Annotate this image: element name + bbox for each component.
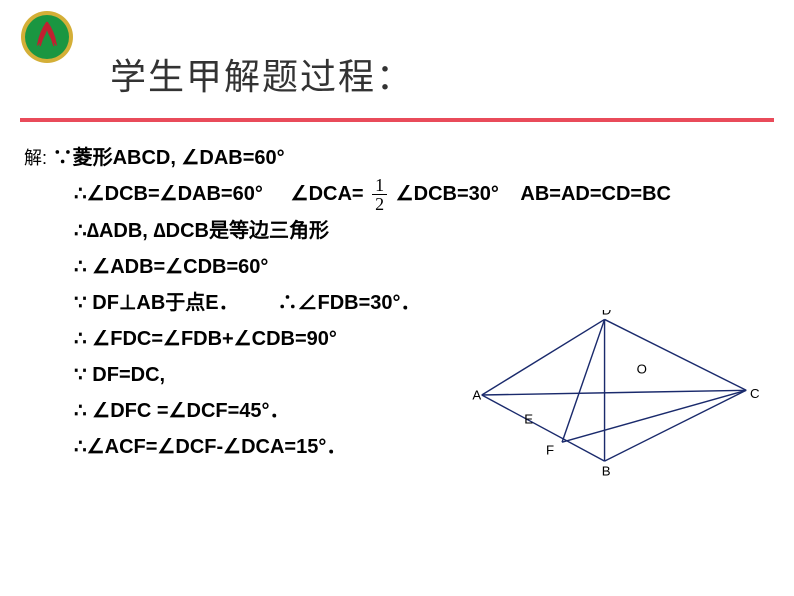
slide-title: 学生甲解题过程：: [110, 48, 414, 100]
line-text: ∆ADB, ∆DCB是等边三角形: [87, 220, 329, 242]
line-prefix: ∴: [74, 220, 87, 242]
svg-text:B: B: [602, 463, 611, 478]
fraction: 1 2: [372, 176, 387, 213]
svg-text:E: E: [524, 411, 533, 426]
school-logo: [20, 10, 74, 64]
line-text: 菱形ABCD, ∠DAB=60°: [73, 147, 285, 169]
geometry-diagram: A B C D O E F: [464, 310, 764, 480]
line-text: ∠DFC =∠DCF=45°．: [92, 400, 289, 422]
line-text: DF⊥AB于点E．: [92, 292, 238, 314]
line-text: ∠DCA=: [291, 183, 364, 205]
line-prefix: ∵: [74, 364, 87, 386]
line-prefix: ∴: [74, 256, 87, 278]
solution-label: 解:: [24, 148, 47, 168]
svg-text:C: C: [750, 386, 760, 401]
line-text: AB=AD=CD=BC: [520, 183, 671, 205]
line-prefix: ∵: [74, 292, 87, 314]
line-text: ∠ADB=∠CDB=60°: [92, 256, 268, 278]
line-prefix: ∴: [74, 328, 87, 350]
line-text: ∠FDC=∠FDB+∠CDB=90°: [92, 328, 337, 350]
line-prefix: ∴: [74, 400, 87, 422]
line-prefix: ∴: [74, 436, 87, 458]
line-text: ∠DCB=30°: [396, 183, 499, 205]
svg-text:O: O: [637, 361, 647, 376]
line-text: ∠ACF=∠DCF-∠DCA=15°．: [87, 436, 347, 458]
line-text: DF=DC,: [92, 364, 165, 386]
title-divider: [20, 118, 774, 122]
svg-text:F: F: [546, 443, 554, 458]
line-prefix: ∴: [74, 183, 87, 205]
line-text: ∴∠FDB=30°．: [278, 292, 421, 314]
svg-text:A: A: [472, 388, 481, 403]
line-prefix: ∵: [53, 147, 73, 169]
line-text: ∠DCB=∠DAB=60°: [87, 183, 263, 205]
svg-text:D: D: [602, 310, 612, 318]
